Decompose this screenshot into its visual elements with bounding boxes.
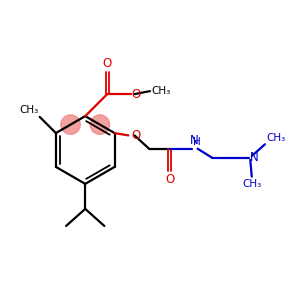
Text: O: O (165, 173, 174, 186)
Text: N: N (249, 151, 258, 164)
Text: CH₃: CH₃ (242, 179, 261, 189)
Text: O: O (132, 88, 141, 100)
Text: O: O (131, 129, 141, 142)
Text: CH₃: CH₃ (266, 134, 285, 143)
Text: CH₃: CH₃ (19, 105, 38, 116)
Text: H: H (193, 137, 200, 147)
Text: N: N (190, 134, 199, 147)
Circle shape (90, 115, 110, 134)
Text: CH₃: CH₃ (151, 86, 170, 96)
Circle shape (61, 115, 80, 134)
Text: O: O (103, 57, 112, 70)
